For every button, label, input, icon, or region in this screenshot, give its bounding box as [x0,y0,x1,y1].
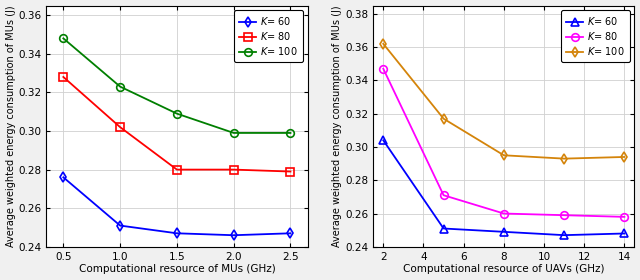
Line: $K$= 80: $K$= 80 [60,73,294,175]
Legend: $K$= 60, $K$= 80, $K$= 100: $K$= 60, $K$= 80, $K$= 100 [561,10,630,62]
$K$= 80 [500,212,508,215]
Line: $K$= 80: $K$= 80 [380,65,628,221]
$K$= 80 [230,168,237,171]
$K$= 60 [500,230,508,234]
$K$= 80 [560,214,568,217]
$K$= 100 [500,154,508,157]
$K$= 80 [287,170,294,173]
$K$= 80 [621,215,628,218]
$K$= 80 [380,67,387,71]
$K$= 60 [230,234,237,237]
$K$= 80 [440,193,447,197]
X-axis label: Computational resource of UAVs (GHz): Computational resource of UAVs (GHz) [403,264,605,274]
$K$= 60 [116,224,124,227]
$K$= 100 [116,85,124,88]
X-axis label: Computational resource of MUs (GHz): Computational resource of MUs (GHz) [79,264,275,274]
Line: $K$= 100: $K$= 100 [60,34,294,137]
Y-axis label: Average weighted energy consumption of MUs (J): Average weighted energy consumption of M… [333,5,342,247]
$K$= 100 [287,131,294,135]
$K$= 100 [173,112,180,115]
$K$= 100 [230,131,237,135]
$K$= 60 [440,227,447,230]
$K$= 60 [560,234,568,237]
$K$= 80 [60,75,67,79]
$K$= 80 [116,125,124,129]
$K$= 60 [621,232,628,235]
Legend: $K$= 60, $K$= 80, $K$= 100: $K$= 60, $K$= 80, $K$= 100 [234,10,303,62]
Line: $K$= 60: $K$= 60 [380,137,628,239]
Y-axis label: Average weighted energy consumption of MUs (J): Average weighted energy consumption of M… [6,5,15,247]
$K$= 100 [560,157,568,160]
$K$= 60 [287,232,294,235]
$K$= 60 [380,139,387,142]
$K$= 60 [60,176,67,179]
Line: $K$= 60: $K$= 60 [60,174,294,239]
$K$= 100 [380,42,387,46]
$K$= 100 [60,37,67,40]
Line: $K$= 100: $K$= 100 [380,40,628,162]
$K$= 100 [440,117,447,120]
$K$= 100 [621,155,628,159]
$K$= 60 [173,232,180,235]
$K$= 80 [173,168,180,171]
